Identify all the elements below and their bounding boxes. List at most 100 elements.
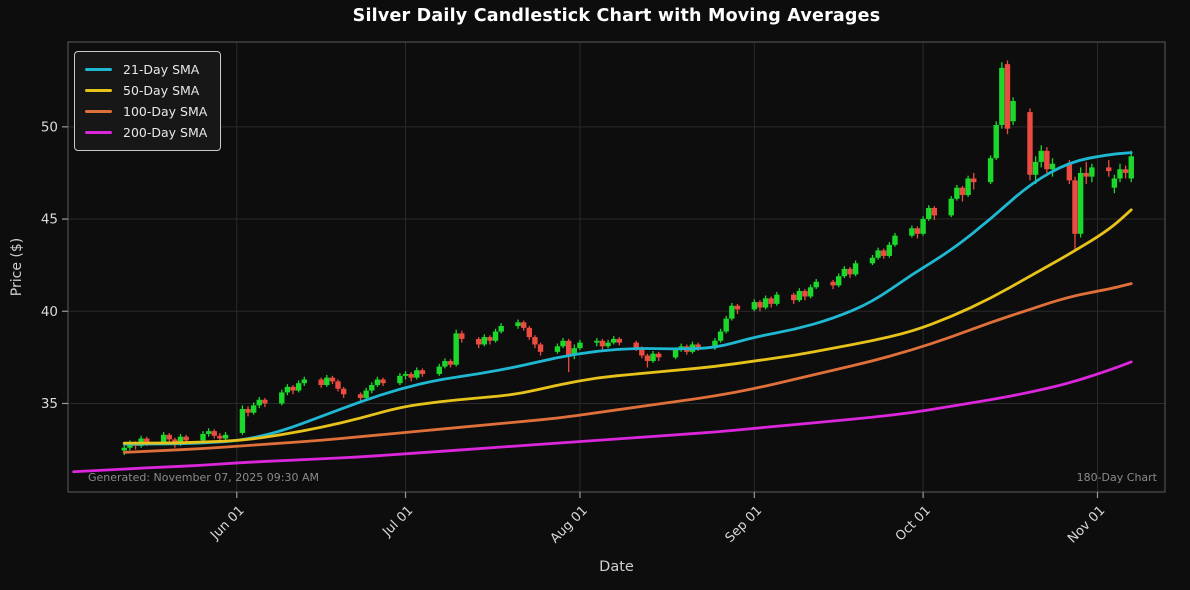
candle-body [560,340,566,347]
candle [526,326,533,340]
candle [239,405,246,435]
candle-body [1027,112,1033,175]
candle-body [813,281,819,288]
x-axis-label: Date [599,559,634,575]
candle [954,184,960,201]
candle [717,328,724,343]
candle [397,373,403,386]
candle [498,323,504,334]
candle-body [565,340,572,356]
candle-body [1072,180,1078,234]
y-tick-label: 45 [41,212,58,228]
candle [920,216,926,236]
candle-body [447,361,454,365]
candle [200,431,206,443]
candle-body [909,228,915,236]
candle-body [121,447,127,451]
candle-body [830,281,836,286]
candle [762,295,769,310]
candle-body [757,302,763,308]
candle [729,302,735,321]
candle [374,376,381,387]
candle [436,363,442,376]
candle [301,376,307,386]
candle [993,121,999,161]
candle-body [487,337,493,341]
candle-body [796,290,803,301]
candle-body [999,67,1005,125]
sma-line-50-day-sma [122,208,1133,445]
candle [768,296,774,308]
x-tick-label: Nov 01 [1065,503,1108,546]
candle [959,185,966,202]
candle-body [577,342,583,349]
candle-body [1038,150,1044,162]
candle [1117,163,1123,183]
candle [1027,108,1033,181]
candle-body [926,207,932,220]
legend-label: 21-Day SMA [123,62,200,77]
candle [813,278,819,290]
legend-line-swatch [85,130,112,135]
y-tick-label: 50 [41,119,58,135]
legend-item: 50-Day SMA [85,80,207,101]
candle-body [200,433,206,441]
candle-body [644,355,651,362]
candle [554,343,561,354]
candle-body [453,333,459,365]
candle-body [183,436,189,441]
candle-body [526,327,533,338]
candles [121,60,1134,456]
candle-body [363,390,369,398]
candle-body [672,349,679,358]
candle [723,315,729,334]
candle [1083,161,1089,185]
candle-body [492,331,499,341]
candle-body [475,338,482,345]
candle [605,339,611,349]
candle [250,402,257,415]
candle-body [498,326,504,332]
candle-body [1111,178,1118,188]
candle [205,428,212,437]
x-tick-label: Sep 01 [723,503,766,546]
candle [1038,145,1044,168]
candle-body [948,198,954,216]
candle [166,432,172,443]
candle-body [217,435,223,439]
candle [492,328,499,343]
candle-body [374,379,381,386]
candle [892,232,898,247]
y-axis-label: Price ($) [9,237,25,297]
legend: 21-Day SMA 50-Day SMA 100-Day SMA 200-Day S… [74,51,222,151]
candle [594,338,600,347]
candle [1128,150,1134,183]
candle [217,432,223,442]
candle [931,206,938,220]
candle [532,335,538,349]
candle-body [1066,163,1073,181]
candle-body [881,250,887,256]
y-tick-label: 35 [41,396,58,412]
legend-item: 200-Day SMA [85,122,207,143]
sma-line-100-day-sma [122,282,1133,454]
x-tick-label: Oct 01 [893,503,934,544]
candle-body [734,305,741,310]
candle [909,225,915,238]
candle-body [301,379,307,384]
candle-body [1117,169,1123,179]
candle-body [987,158,994,183]
candle [1044,147,1050,173]
candle-body [239,409,246,433]
candle [357,392,364,402]
candle-body [920,219,926,234]
candle-body [256,399,262,406]
candle [802,289,808,301]
candle [655,351,662,362]
gridlines [68,42,1165,492]
candle-body [1106,167,1112,172]
candle [751,299,758,312]
candle [318,377,324,388]
